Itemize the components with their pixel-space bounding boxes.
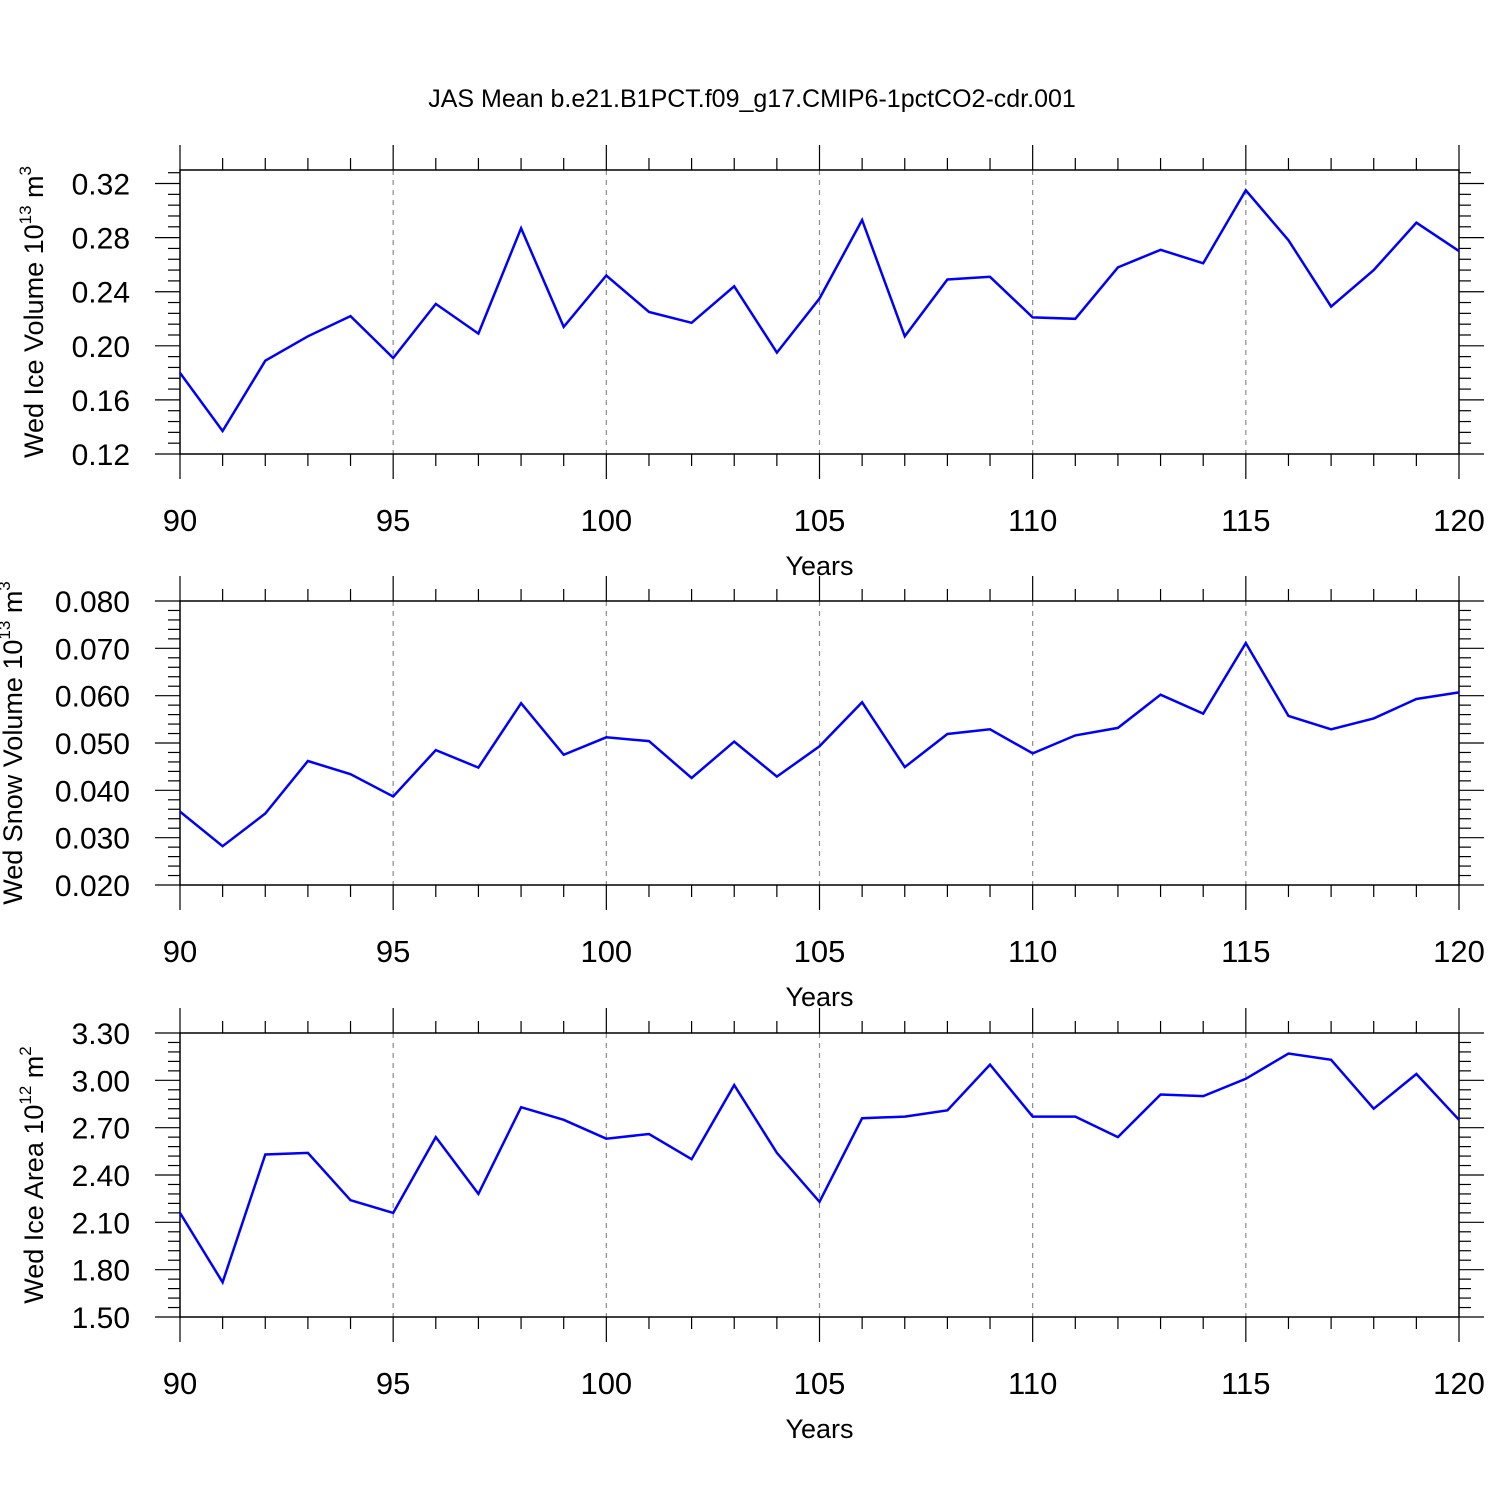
y-tick-label: 0.16 (72, 385, 130, 418)
x-tick-label: 90 (163, 1366, 197, 1401)
y-tick-label: 2.70 (72, 1113, 130, 1146)
figure-title: JAS Mean b.e21.B1PCT.f09_g17.CMIP6-1pctC… (428, 85, 1076, 113)
x-tick-label: 100 (580, 934, 632, 969)
x-tick-label: 95 (376, 1366, 410, 1401)
y-tick-label: 0.070 (55, 633, 130, 666)
y-tick-label: 0.24 (72, 277, 130, 310)
y-tick-label: 0.28 (72, 223, 130, 256)
y-tick-label: 0.020 (55, 870, 130, 903)
y-tick-label: 0.060 (55, 681, 130, 714)
y-tick-label: 2.10 (72, 1207, 130, 1240)
x-tick-label: 110 (1008, 934, 1057, 969)
x-tick-label: 100 (580, 1366, 632, 1401)
data-series-line (178, 188, 1460, 434)
y-axis-label: Wed Ice Volume 1013 m3 (16, 166, 49, 458)
x-tick-label: 115 (1221, 934, 1270, 969)
data-series-line (179, 640, 1460, 848)
x-tick-label: 115 (1221, 503, 1270, 538)
chart-panel-1: 0.12 0.16 0.20 0.24 0.28 0.32 90 95 100 105 110 115… (16, 145, 1485, 581)
x-tick-label: 120 (1433, 934, 1485, 969)
x-tick-label: 110 (1008, 1366, 1057, 1401)
chart-panel-3: 1.50 1.80 2.10 2.40 2.70 3.00 3.30 90 95 100 105 11… (16, 1008, 1485, 1444)
x-tick-label: 115 (1221, 1366, 1270, 1401)
y-tick-label: 0.12 (72, 439, 130, 472)
y-tick-label: 3.00 (72, 1065, 130, 1098)
y-tick-label: 0.20 (72, 331, 130, 364)
y-tick-label: 3.30 (72, 1018, 130, 1051)
y-axis-label: Wed Ice Area 1012 m2 (16, 1046, 49, 1304)
x-tick-label: 110 (1008, 503, 1057, 538)
y-tick-label: 0.050 (55, 728, 130, 761)
x-axis-label: Years (785, 1414, 853, 1444)
x-tick-label: 105 (794, 934, 846, 969)
chart-panel-2: 0.020 0.030 0.040 0.050 0.060 0.070 0.080 90 95 1… (0, 576, 1485, 1012)
y-tick-label: 0.040 (55, 775, 130, 808)
data-series-line (178, 1052, 1460, 1286)
x-tick-label: 95 (376, 934, 410, 969)
x-axis-label: Years (785, 982, 853, 1012)
x-tick-label: 95 (376, 503, 410, 538)
x-tick-label: 120 (1433, 1366, 1485, 1401)
y-tick-label: 1.50 (72, 1302, 130, 1335)
x-tick-label: 100 (580, 503, 632, 538)
y-tick-label: 0.030 (55, 823, 130, 856)
y-tick-label: 0.080 (55, 586, 130, 619)
y-tick-label: 0.32 (72, 169, 130, 202)
x-tick-label: 90 (163, 503, 197, 538)
x-tick-label: 105 (794, 1366, 846, 1401)
x-tick-label: 120 (1433, 503, 1485, 538)
y-tick-label: 1.80 (72, 1255, 130, 1288)
y-axis-label: Wed Snow Volume 1013 m3 (0, 581, 28, 905)
x-tick-label: 105 (794, 503, 846, 538)
x-tick-label: 90 (163, 934, 197, 969)
y-tick-label: 2.40 (72, 1160, 130, 1193)
